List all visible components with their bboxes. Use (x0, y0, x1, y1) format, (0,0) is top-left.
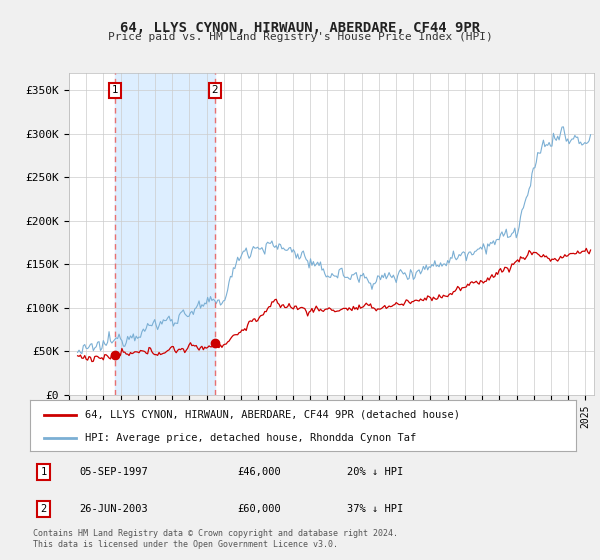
Text: 64, LLYS CYNON, HIRWAUN, ABERDARE, CF44 9PR: 64, LLYS CYNON, HIRWAUN, ABERDARE, CF44 … (120, 21, 480, 35)
Text: 64, LLYS CYNON, HIRWAUN, ABERDARE, CF44 9PR (detached house): 64, LLYS CYNON, HIRWAUN, ABERDARE, CF44 … (85, 409, 460, 419)
Text: 20% ↓ HPI: 20% ↓ HPI (347, 467, 403, 477)
Text: £46,000: £46,000 (238, 467, 281, 477)
Text: 37% ↓ HPI: 37% ↓ HPI (347, 505, 403, 514)
Text: 05-SEP-1997: 05-SEP-1997 (79, 467, 148, 477)
Text: HPI: Average price, detached house, Rhondda Cynon Taf: HPI: Average price, detached house, Rhon… (85, 433, 416, 443)
Text: 26-JUN-2003: 26-JUN-2003 (79, 505, 148, 514)
Text: £60,000: £60,000 (238, 505, 281, 514)
Bar (115, 73, 215, 395)
Text: Contains HM Land Registry data © Crown copyright and database right 2024.
This d: Contains HM Land Registry data © Crown c… (33, 529, 398, 549)
Text: 2: 2 (212, 85, 218, 95)
Text: 2: 2 (41, 505, 47, 514)
Text: 1: 1 (41, 467, 47, 477)
Text: 1: 1 (112, 85, 118, 95)
Text: Price paid vs. HM Land Registry's House Price Index (HPI): Price paid vs. HM Land Registry's House … (107, 32, 493, 43)
